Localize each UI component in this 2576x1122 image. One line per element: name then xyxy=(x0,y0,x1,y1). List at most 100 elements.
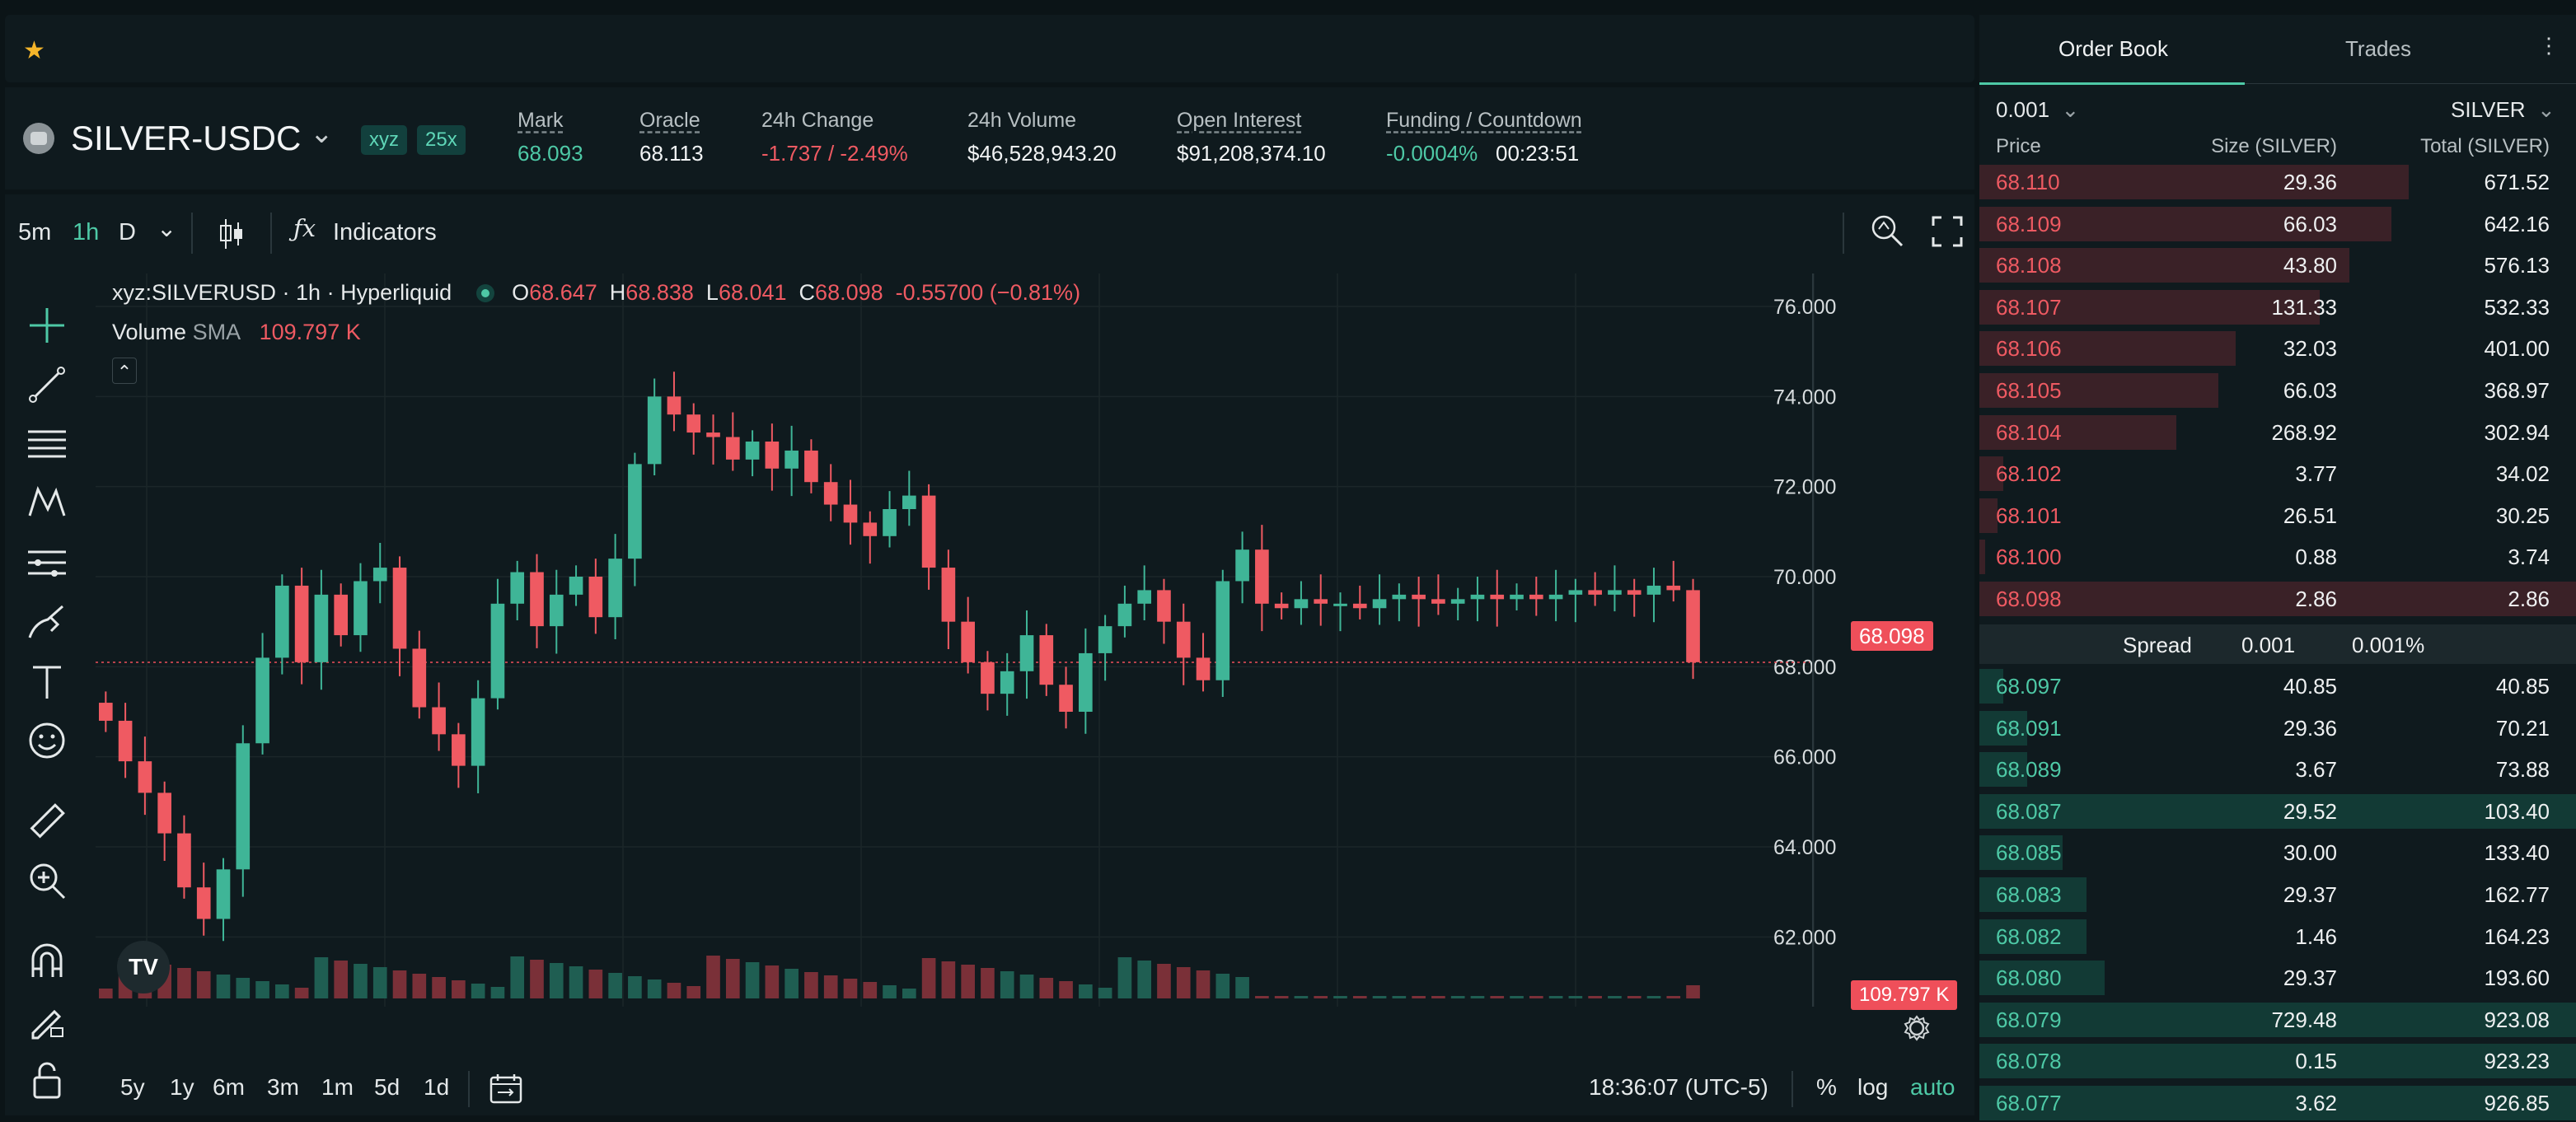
bid-row[interactable]: 68.091 29.36 70.21 xyxy=(1979,709,2576,747)
range-5d[interactable]: 5d xyxy=(374,1074,400,1100)
range-1d[interactable]: 1d xyxy=(424,1074,450,1100)
price-chart[interactable]: 76.000 74.000 72.000 70.000 68.000 66.000 64.0… xyxy=(96,273,1846,1036)
brush-icon[interactable] xyxy=(26,601,68,643)
crosshair-icon[interactable] xyxy=(26,305,68,346)
more-options-icon[interactable]: ⋮ xyxy=(2538,33,2560,58)
bid-row[interactable]: 68.080 29.37 193.60 xyxy=(1979,959,2576,997)
fullscreen-icon[interactable] xyxy=(1932,216,1963,247)
volume-bar xyxy=(1490,996,1505,998)
candle-body xyxy=(530,572,544,627)
ask-row[interactable]: 68.104 268.92 302.94 xyxy=(1979,414,2576,451)
magnet-icon[interactable] xyxy=(26,941,68,982)
stat-funding: Funding / Countdown -0.0004% 00:23:51 xyxy=(1386,109,1582,166)
lock-icon[interactable] xyxy=(26,1059,68,1101)
bid-row[interactable]: 68.079 729.48 923.08 xyxy=(1979,1001,2576,1039)
interval-1h[interactable]: 1h xyxy=(73,219,100,245)
ask-price: 68.110 xyxy=(1996,170,2060,194)
date-range-icon[interactable] xyxy=(489,1073,524,1104)
leverage-badge[interactable]: 25x xyxy=(417,125,466,155)
chevron-down-icon[interactable]: ⌄ xyxy=(157,216,177,242)
ask-size: 3.77 xyxy=(2295,461,2337,487)
bid-row[interactable]: 68.097 40.85 40.85 xyxy=(1979,667,2576,705)
bid-row[interactable]: 68.077 3.62 926.85 xyxy=(1979,1084,2576,1122)
legend-change: -0.55700 (−0.81%) xyxy=(895,280,1081,305)
candle-body xyxy=(981,662,995,694)
emoji-icon[interactable] xyxy=(26,720,68,761)
collapse-legend-button[interactable]: ⌃ xyxy=(112,358,137,384)
ask-row[interactable]: 68.108 43.80 576.13 xyxy=(1979,246,2576,284)
auto-toggle[interactable]: auto xyxy=(1910,1074,1955,1100)
ask-row[interactable]: 68.106 32.03 401.00 xyxy=(1979,330,2576,367)
tab-trades[interactable]: Trades xyxy=(2345,36,2411,61)
candle-body xyxy=(1098,626,1112,653)
volume-bar xyxy=(667,983,681,998)
candle-body xyxy=(961,621,975,662)
zoom-magnet-icon[interactable] xyxy=(1869,213,1905,249)
tab-order-book[interactable]: Order Book xyxy=(2058,36,2168,61)
ask-row[interactable]: 68.098 2.86 2.86 xyxy=(1979,580,2576,618)
log-toggle[interactable]: log xyxy=(1857,1074,1889,1100)
zoom-in-icon[interactable] xyxy=(26,860,68,901)
bid-row[interactable]: 68.083 29.37 162.77 xyxy=(1979,876,2576,914)
bid-row[interactable]: 68.085 30.00 133.40 xyxy=(1979,834,2576,872)
ask-size: 0.88 xyxy=(2295,545,2337,570)
ask-row[interactable]: 68.100 0.88 3.74 xyxy=(1979,538,2576,576)
candle-type-icon[interactable] xyxy=(218,217,246,250)
ask-depth-bar xyxy=(1979,456,2003,492)
range-6m[interactable]: 6m xyxy=(213,1074,245,1100)
y-tick-label: 72.000 xyxy=(1773,476,1836,499)
ask-row[interactable]: 68.110 29.36 671.52 xyxy=(1979,163,2576,201)
bid-price: 68.091 xyxy=(1996,715,2062,741)
market-symbol[interactable]: SILVER-USDC xyxy=(71,119,302,157)
volume-bar xyxy=(823,975,838,998)
ask-row[interactable]: 68.101 26.51 30.25 xyxy=(1979,497,2576,535)
pencil-lock-icon[interactable] xyxy=(26,1000,68,1041)
volume-bar xyxy=(471,984,485,998)
bid-price: 68.078 xyxy=(1996,1049,2062,1074)
indicators-button[interactable]: Indicators xyxy=(333,219,437,245)
range-5y[interactable]: 5y xyxy=(120,1074,145,1100)
function-icon[interactable]: ƒx xyxy=(293,214,316,242)
star-icon[interactable]: ★ xyxy=(23,37,45,64)
volume-bar xyxy=(1274,996,1289,998)
bid-price: 68.083 xyxy=(1996,882,2062,907)
settings-gear-icon[interactable] xyxy=(1904,1015,1930,1041)
ask-depth-bar xyxy=(1979,582,2576,616)
bid-row[interactable]: 68.082 1.46 164.23 xyxy=(1979,918,2576,956)
unit-select[interactable]: SILVER ⌄ xyxy=(2451,97,2555,122)
bid-row[interactable]: 68.078 0.15 923.23 xyxy=(1979,1042,2576,1080)
ask-price: 68.106 xyxy=(1996,336,2062,362)
bid-row[interactable]: 68.089 3.67 73.88 xyxy=(1979,750,2576,788)
candlestick-chart[interactable]: 76.000 74.000 72.000 70.000 68.000 66.000 64.0… xyxy=(96,273,1846,1036)
interval-d[interactable]: D xyxy=(119,219,136,245)
bid-row[interactable]: 68.087 29.52 103.40 xyxy=(1979,792,2576,830)
ask-row[interactable]: 68.102 3.77 34.02 xyxy=(1979,455,2576,493)
text-icon[interactable] xyxy=(26,661,68,702)
volume-bar xyxy=(1450,996,1465,998)
chevron-down-icon[interactable]: ⌄ xyxy=(310,118,334,149)
candle-body xyxy=(294,585,309,662)
tick-size-select[interactable]: 0.001 ⌄ xyxy=(1996,97,2080,122)
ask-row[interactable]: 68.109 66.03 642.16 xyxy=(1979,205,2576,243)
range-3m[interactable]: 3m xyxy=(267,1074,299,1100)
interval-5m[interactable]: 5m xyxy=(18,219,52,245)
projection-icon[interactable] xyxy=(26,542,68,583)
bid-total: 40.85 xyxy=(2495,674,2550,699)
ask-row[interactable]: 68.105 66.03 368.97 xyxy=(1979,372,2576,409)
bid-total: 193.60 xyxy=(2484,965,2550,991)
candle-body xyxy=(686,414,701,433)
volume-bar xyxy=(941,961,956,998)
range-1y[interactable]: 1y xyxy=(170,1074,194,1100)
percent-toggle[interactable]: % xyxy=(1816,1074,1837,1100)
volume-bar xyxy=(314,957,329,998)
trend-line-icon[interactable] xyxy=(26,364,68,405)
legend-high: 68.838 xyxy=(625,280,694,305)
pattern-icon[interactable] xyxy=(26,483,68,524)
bid-size: 0.15 xyxy=(2295,1049,2337,1074)
ask-row[interactable]: 68.107 131.33 532.33 xyxy=(1979,288,2576,326)
bid-depth-bar xyxy=(1979,669,2003,704)
horizontal-lines-icon[interactable] xyxy=(26,423,68,465)
candle-body xyxy=(1392,594,1407,600)
ruler-icon[interactable] xyxy=(26,801,68,842)
range-1m[interactable]: 1m xyxy=(321,1074,354,1100)
